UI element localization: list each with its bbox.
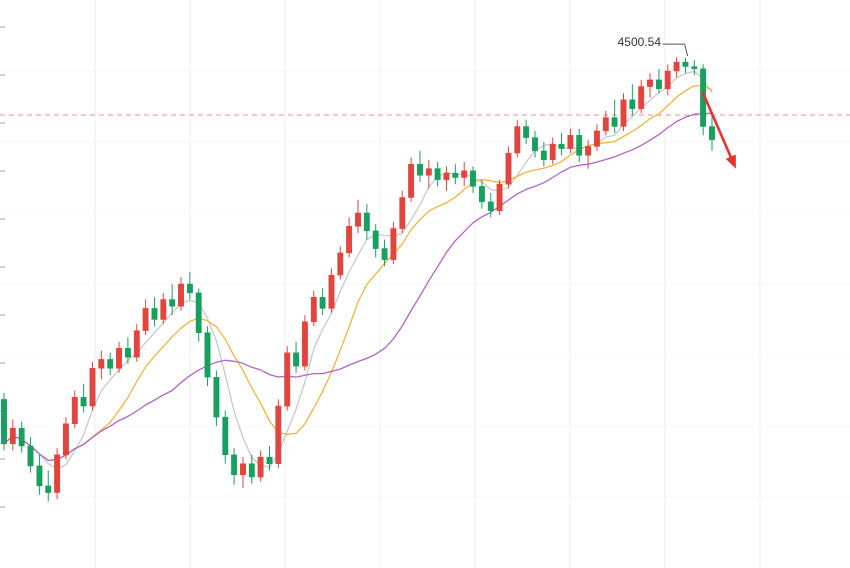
- candles: [1, 57, 715, 502]
- peak-price-label: 4500.54: [617, 35, 661, 49]
- down-arrow-annotation: [701, 91, 736, 169]
- y-axis-ticks: [0, 26, 5, 508]
- ma-line-ma20: [3, 112, 713, 462]
- peak-annotation-line: [662, 43, 689, 57]
